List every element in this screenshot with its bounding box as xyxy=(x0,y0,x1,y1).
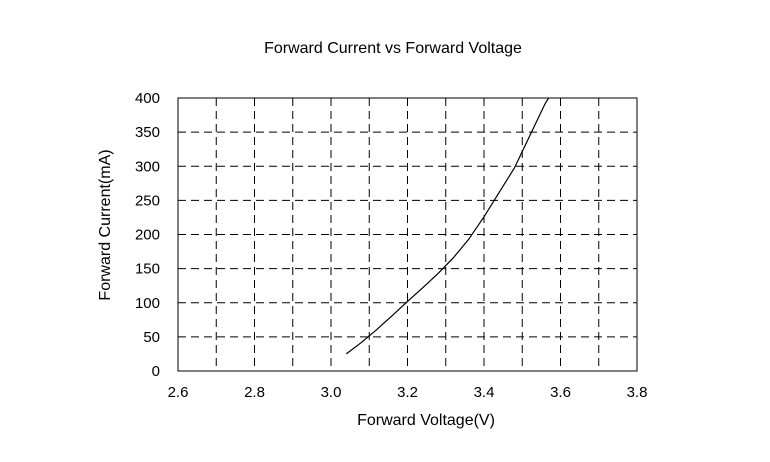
chart-title: Forward Current vs Forward Voltage xyxy=(264,40,522,57)
grid xyxy=(178,98,637,371)
y-tick-label: 100 xyxy=(135,295,160,312)
y-tick-label: 50 xyxy=(143,329,160,346)
y-tick-label: 0 xyxy=(152,363,160,380)
y-tick-label: 150 xyxy=(135,261,160,278)
series-line xyxy=(345,98,550,355)
x-tick-label: 3.8 xyxy=(627,384,648,401)
y-tick-label: 400 xyxy=(135,90,160,107)
y-tick-labels: 0 50 100 150 200 250 300 350 400 xyxy=(135,90,160,380)
x-tick-label: 3.0 xyxy=(321,384,342,401)
y-tick-label: 200 xyxy=(135,227,160,244)
x-tick-label: 3.2 xyxy=(397,384,418,401)
x-tick-label: 2.8 xyxy=(244,384,265,401)
x-tick-label: 3.6 xyxy=(550,384,571,401)
plot-frame xyxy=(177,97,638,372)
y-axis-label: Forward Current(mA) xyxy=(97,149,114,300)
series-group xyxy=(345,98,550,355)
y-tick-label: 350 xyxy=(135,124,160,141)
x-tick-labels: 2.6 2.8 3.0 3.2 3.4 3.6 3.8 xyxy=(168,384,648,401)
y-tick-label: 250 xyxy=(135,192,160,209)
x-tick-label: 2.6 xyxy=(168,384,189,401)
x-tick-label: 3.4 xyxy=(474,384,495,401)
x-axis-label: Forward Voltage(V) xyxy=(357,412,495,429)
y-tick-label: 300 xyxy=(135,158,160,175)
